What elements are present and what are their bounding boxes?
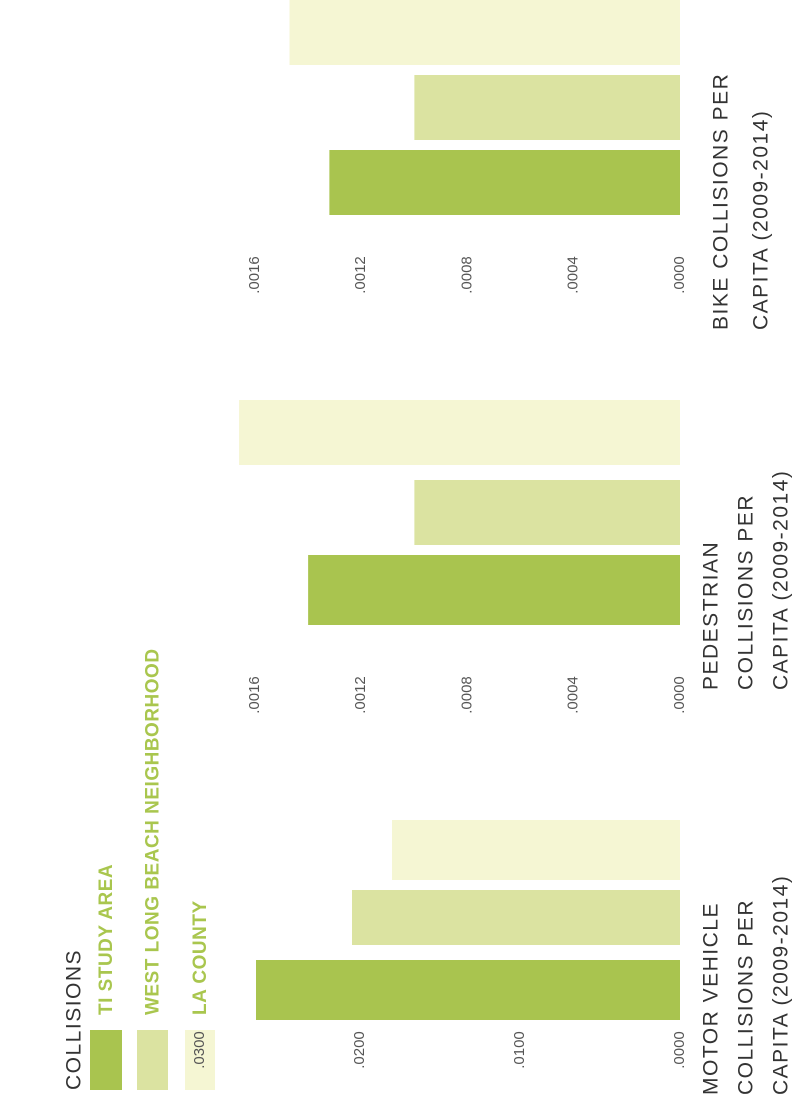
y-tick-label: .0008 [458,676,475,714]
legend-swatch [90,1030,122,1090]
y-tick-label: .0012 [352,676,369,714]
category-label: CAPITA (2009-2014) [770,470,793,690]
legend-swatch [185,1030,215,1090]
category-label: BIKE COLLISIONS PER [710,73,733,330]
bar [239,400,680,465]
y-tick-label: .0100 [511,1031,528,1069]
y-tick-label: .0300 [191,1031,208,1069]
y-tick-label: .0016 [246,676,263,714]
legend-swatch [137,1030,168,1090]
category-label: PEDESTRIAN [700,541,723,690]
y-tick-label: .0008 [458,256,475,294]
y-tick-label: .0000 [671,676,688,714]
y-tick-label: .0004 [565,256,582,294]
bar [392,820,680,880]
y-tick-label: .0200 [351,1031,368,1069]
category-label: CAPITA (2009-2014) [750,110,773,330]
bar [414,480,680,545]
legend-label: WEST LONG BEACH NEIGHBORHOOD [143,648,164,1015]
category-label: CAPITA (2009-2014) [770,875,793,1095]
page-title: COLLISIONS [63,949,86,1090]
y-tick-label: .0016 [246,256,263,294]
category-label: COLLISIONS PER [735,899,758,1095]
bar [256,960,680,1020]
bar [308,555,680,625]
rotated-layout: COLLISIONS TI STUDY AREA WEST LONG BEACH … [63,0,793,1095]
bar [329,150,680,215]
y-tick-label: .0012 [352,256,369,294]
category-label: MOTOR VEHICLE [700,902,723,1095]
y-tick-label: .0004 [565,676,582,714]
legend-label: TI STUDY AREA [96,864,117,1015]
category-label: COLLISIONS PER [735,494,758,690]
bar [289,0,680,65]
y-tick-label: .0000 [671,256,688,294]
legend-label: LA COUNTY [190,900,211,1015]
y-tick-label: .0000 [671,1031,688,1069]
bar [352,890,680,945]
bar [414,75,680,140]
